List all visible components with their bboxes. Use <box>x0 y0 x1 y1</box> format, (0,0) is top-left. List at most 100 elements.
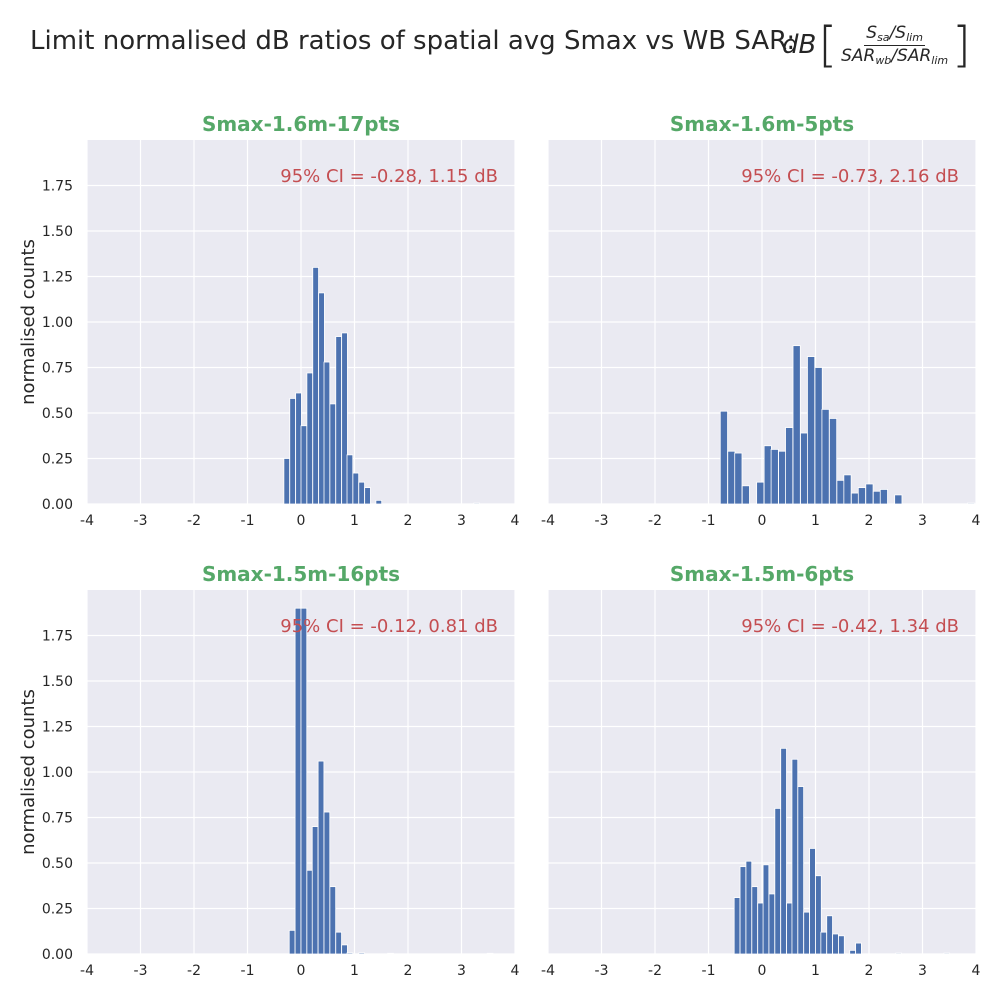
histogram-bar <box>774 808 782 955</box>
formula-right-bracket: ] <box>952 17 971 73</box>
x-tick-label: 1 <box>811 513 820 529</box>
subplot-4: -4 -3 -2 -1 0 1 2 3 4 Smax-1.5m-6pts 95% CI = -0.4… <box>541 562 981 979</box>
subplot-title: Smax-1.5m-16pts <box>202 562 400 586</box>
y-tick-label: 0.50 <box>42 406 73 422</box>
histogram-bar <box>768 893 776 955</box>
x-tick-label: 2 <box>404 513 413 529</box>
x-tick-label: -1 <box>702 963 716 979</box>
histogram-bar <box>295 392 302 505</box>
x-tick-label: -3 <box>134 513 148 529</box>
histogram-bar <box>300 607 308 955</box>
formula: dB [ Ssa/Slim SARwb/SARlim ] <box>782 18 971 72</box>
histogram-bar <box>473 502 480 505</box>
histogram-bar <box>820 931 828 955</box>
formula-prefix: dB <box>782 30 817 60</box>
histogram-bar <box>294 607 302 955</box>
histogram-bar <box>727 450 736 505</box>
y-tick-label: 1.75 <box>42 629 73 645</box>
histogram-bar <box>329 886 337 955</box>
histogram-bar <box>770 448 779 505</box>
histogram-bar <box>312 266 319 505</box>
histogram-bar <box>763 445 772 505</box>
histogram-bar <box>341 332 348 505</box>
y-tick-label: 1.50 <box>42 674 73 690</box>
histogram-bar <box>486 952 494 955</box>
y-tick-label: 0.50 <box>42 856 73 872</box>
ci-annotation: 95% CI = -0.12, 0.81 dB <box>280 616 498 637</box>
y-tick-label: 0.25 <box>42 902 73 918</box>
histogram-bar <box>826 915 833 955</box>
histogram-bar <box>943 952 951 955</box>
x-tick-label: -4 <box>80 963 94 979</box>
x-tick-label: 3 <box>457 963 466 979</box>
histogram-bar <box>843 474 852 505</box>
x-tick-label: -4 <box>541 963 555 979</box>
subplot-3: -4 -3 -2 -1 0 1 2 3 4 0.00 0.25 0.50 0.75 1.00 1.25 1.5… <box>18 562 520 979</box>
histogram-bar <box>734 452 743 505</box>
histogram-bar <box>757 902 764 955</box>
y-tick-label: 1.00 <box>42 315 73 331</box>
formula-fraction: Ssa/Slim SARwb/SARlim <box>839 23 950 67</box>
formula-numerator: Ssa/Slim <box>864 23 925 46</box>
num-a-sub: sa <box>877 31 890 44</box>
ci-annotation: 95% CI = -0.73, 2.16 dB <box>741 166 959 187</box>
histogram-bar <box>335 336 342 505</box>
num-b: /S <box>889 23 907 43</box>
histogram-bar <box>894 494 903 505</box>
histogram-bar <box>785 427 794 505</box>
histogram-bar <box>872 490 881 505</box>
histogram-bar <box>387 952 394 955</box>
y-tick-label: 1.25 <box>42 270 73 286</box>
y-tick-label: 0.00 <box>42 497 73 513</box>
y-tick-label: 1.50 <box>42 224 73 240</box>
subplot-title: Smax-1.6m-5pts <box>670 112 854 136</box>
histogram-bar <box>865 483 874 505</box>
histogram-bar <box>857 487 866 505</box>
histogram-bar <box>815 875 822 955</box>
histogram-bar <box>895 952 902 955</box>
histogram-bar <box>807 356 816 505</box>
histogram-bar <box>780 747 787 955</box>
histogram-bar <box>791 758 799 955</box>
histogram-bar <box>283 458 291 505</box>
histogram-bar <box>719 410 728 505</box>
y-tick-label: 0.75 <box>42 811 73 827</box>
figure-title: Limit normalised dB ratios of spatial av… <box>30 26 796 56</box>
histogram-bar <box>745 860 753 955</box>
histogram-bar <box>850 492 860 505</box>
den-a: SAR <box>841 46 876 66</box>
histogram-bar <box>300 425 308 505</box>
ci-annotation: 95% CI = -0.28, 1.15 dB <box>280 166 498 187</box>
y-tick-label: 1.00 <box>42 765 73 781</box>
x-tick-label: 4 <box>511 963 520 979</box>
histogram-bar <box>335 931 342 955</box>
histogram-bar <box>306 869 314 955</box>
histogram-bar <box>341 944 348 955</box>
histogram-bar <box>879 489 888 505</box>
x-tick-label: -1 <box>241 513 255 529</box>
histogram-bar <box>832 933 839 955</box>
histogram-bar <box>352 472 360 505</box>
histogram-bar <box>751 886 759 955</box>
y-tick-label: 0.25 <box>42 452 73 468</box>
histogram-bar <box>346 454 354 505</box>
num-a: S <box>866 23 878 43</box>
x-tick-label: -3 <box>595 513 609 529</box>
histogram-bar <box>346 952 354 955</box>
subplot-2: -4 -3 -2 -1 0 1 2 3 4 Smax-1.6m-5pts 95% CI = -0.7… <box>541 112 981 529</box>
histogram-bar <box>375 499 383 505</box>
histogram-bar <box>809 848 816 955</box>
x-tick-label: -4 <box>80 513 94 529</box>
y-tick-label: 1.75 <box>42 179 73 195</box>
histogram-bar <box>792 345 801 505</box>
y-tick-label: 0.75 <box>42 361 73 377</box>
x-tick-label: 0 <box>758 513 767 529</box>
x-tick-label: 1 <box>350 513 359 529</box>
histogram-bar <box>317 760 325 955</box>
histogram-bar <box>733 897 741 955</box>
y-tick-label: 1.25 <box>42 720 73 736</box>
histogram-bar <box>762 864 770 955</box>
x-tick-label: -2 <box>187 963 201 979</box>
x-tick-label: -4 <box>541 513 555 529</box>
